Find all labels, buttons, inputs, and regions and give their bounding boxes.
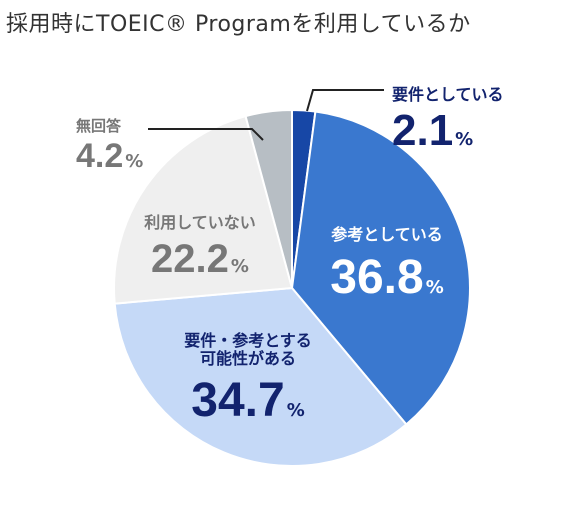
slice-reference [290,110,471,426]
leader-line-no-answer [148,128,264,141]
slice-no-answer [244,108,293,289]
slice-not-used [113,114,294,305]
slice-possible [113,286,408,467]
label-not-used-unit: % [230,256,249,278]
label-no-answer-value: 4.2 [76,137,124,176]
label-no-answer-unit: % [125,151,144,173]
label-required-unit: % [455,129,474,151]
label-required-name: 要件としている [392,85,504,104]
label-required: 要件としている 2.1% [392,85,504,157]
chart-title: 採用時にTOEIC® Programを利用しているか [6,12,471,37]
label-possible: 要件・参考とする 可能性がある 34.7% [158,331,338,428]
label-required-value: 2.1 [392,106,454,156]
label-not-used: 利用していない 22.2% [120,213,280,282]
label-possible-line2: 可能性がある [199,349,296,369]
label-reference-name: 参考としている [331,225,443,244]
label-no-answer-name: 無回答 [76,117,122,135]
label-possible-value: 34.7 [191,373,285,427]
label-reference-unit: % [425,277,444,299]
label-reference-value: 36.8 [330,251,424,305]
label-reference: 参考としている 36.8% [312,225,462,306]
leader-line-required [306,89,384,112]
label-possible-unit: % [286,399,305,421]
label-no-answer: 無回答 4.2% [76,117,144,176]
label-not-used-name: 利用していない [144,213,256,232]
label-not-used-value: 22.2 [151,237,229,282]
label-possible-line1: 要件・参考とする [184,331,312,350]
